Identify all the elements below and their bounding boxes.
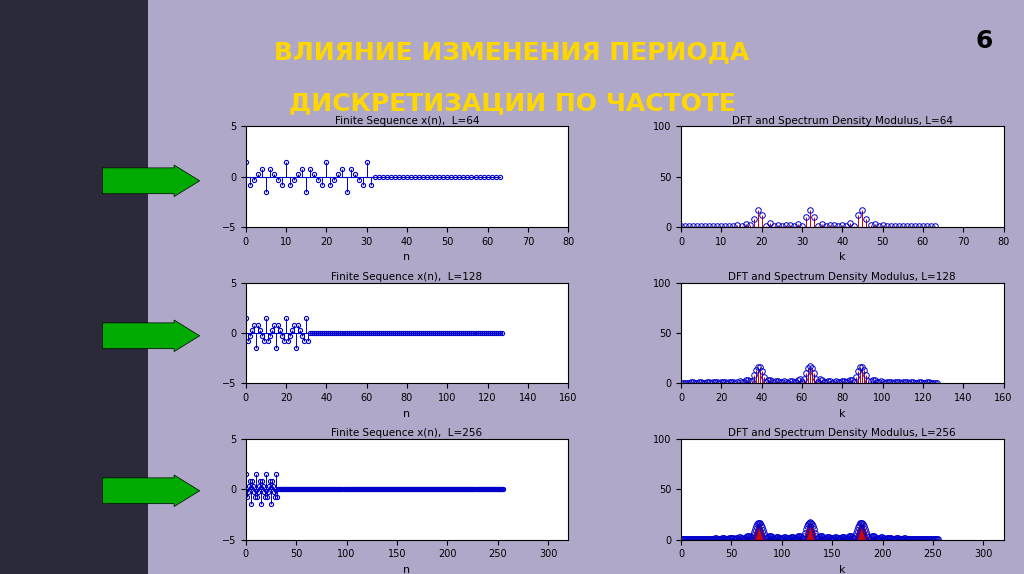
X-axis label: k: k xyxy=(839,253,846,262)
Title: Finite Sequence x(n),  L=64: Finite Sequence x(n), L=64 xyxy=(335,115,479,126)
Title: DFT and Spectrum Density Modulus, L=128: DFT and Spectrum Density Modulus, L=128 xyxy=(728,272,956,282)
X-axis label: k: k xyxy=(839,565,846,574)
X-axis label: n: n xyxy=(403,409,411,418)
X-axis label: n: n xyxy=(403,253,411,262)
X-axis label: k: k xyxy=(839,409,846,418)
Title: DFT and Spectrum Density Modulus, L=64: DFT and Spectrum Density Modulus, L=64 xyxy=(732,115,952,126)
X-axis label: n: n xyxy=(403,565,411,574)
Title: Finite Sequence x(n),  L=128: Finite Sequence x(n), L=128 xyxy=(332,272,482,282)
Text: ВЛИЯНИЕ ИЗМЕНЕНИЯ ПЕРИОДА: ВЛИЯНИЕ ИЗМЕНЕНИЯ ПЕРИОДА xyxy=(274,40,750,64)
Text: ДИСКРЕТИЗАЦИИ ПО ЧАСТОТЕ: ДИСКРЕТИЗАЦИИ ПО ЧАСТОТЕ xyxy=(289,91,735,115)
Title: Finite Sequence x(n),  L=256: Finite Sequence x(n), L=256 xyxy=(332,428,482,438)
Title: DFT and Spectrum Density Modulus, L=256: DFT and Spectrum Density Modulus, L=256 xyxy=(728,428,956,438)
Text: 6: 6 xyxy=(976,29,993,53)
